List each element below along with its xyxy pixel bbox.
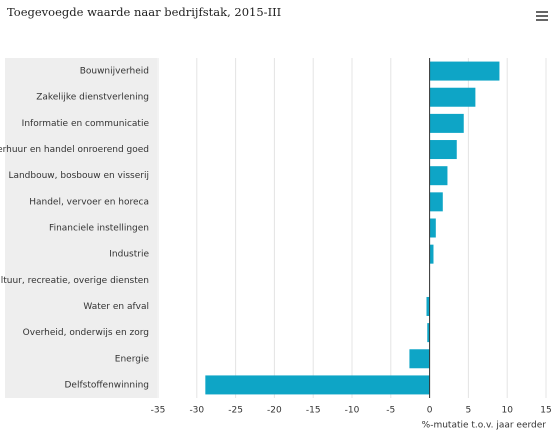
y-tick-label: Industrie	[109, 250, 149, 260]
y-tick-label: Cultuur, recreatie, overige diensten	[0, 276, 149, 286]
y-tick-label: Handel, vervoer en horeca	[29, 197, 149, 207]
x-tick-label: -15	[306, 406, 321, 416]
bar	[429, 87, 476, 107]
bar	[429, 140, 457, 160]
y-tick-label: Bouwnijverheid	[80, 67, 149, 77]
y-tick-label: Zakelijke dienstverlening	[36, 93, 149, 103]
bar	[427, 323, 430, 343]
x-tick-label: -25	[228, 406, 243, 416]
y-tick-label: Landbouw, bosbouw en visserij	[8, 171, 149, 181]
x-tick-label: -20	[267, 406, 282, 416]
x-tick-label: -35	[151, 406, 166, 416]
x-tick-label: -5	[386, 406, 395, 416]
bar	[429, 61, 500, 81]
chart-title: Toegevoegde waarde naar bedrijfstak, 201…	[7, 5, 281, 19]
x-tick-label: -10	[345, 406, 360, 416]
y-tick-label: Verhuur en handel onroerend goed	[0, 145, 149, 155]
bar	[429, 192, 443, 212]
x-tick-label: 5	[466, 406, 472, 416]
bar	[429, 218, 436, 238]
bar	[426, 296, 430, 316]
y-tick-label: Energie	[115, 354, 150, 364]
menu-icon[interactable]	[536, 11, 548, 21]
x-tick-label: 15	[540, 406, 551, 416]
y-tick-label: Informatie en communicatie	[22, 119, 150, 129]
x-tick-label: -30	[189, 406, 204, 416]
y-tick-label: Overheid, onderwijs en zorg	[23, 328, 149, 338]
y-tick-label: Water en afval	[83, 302, 149, 312]
bar	[429, 244, 434, 264]
y-tick-label: Financiele instellingen	[49, 224, 149, 234]
bar	[429, 113, 464, 133]
label-band	[5, 58, 157, 398]
bar	[429, 166, 448, 186]
x-tick-label: 10	[501, 406, 513, 416]
bar	[409, 349, 430, 369]
bar	[205, 375, 430, 395]
x-axis-label: %-mutatie t.o.v. jaar eerder	[422, 421, 547, 431]
x-tick-label: 0	[427, 406, 433, 416]
y-tick-label: Delfstoffenwinning	[65, 380, 150, 390]
